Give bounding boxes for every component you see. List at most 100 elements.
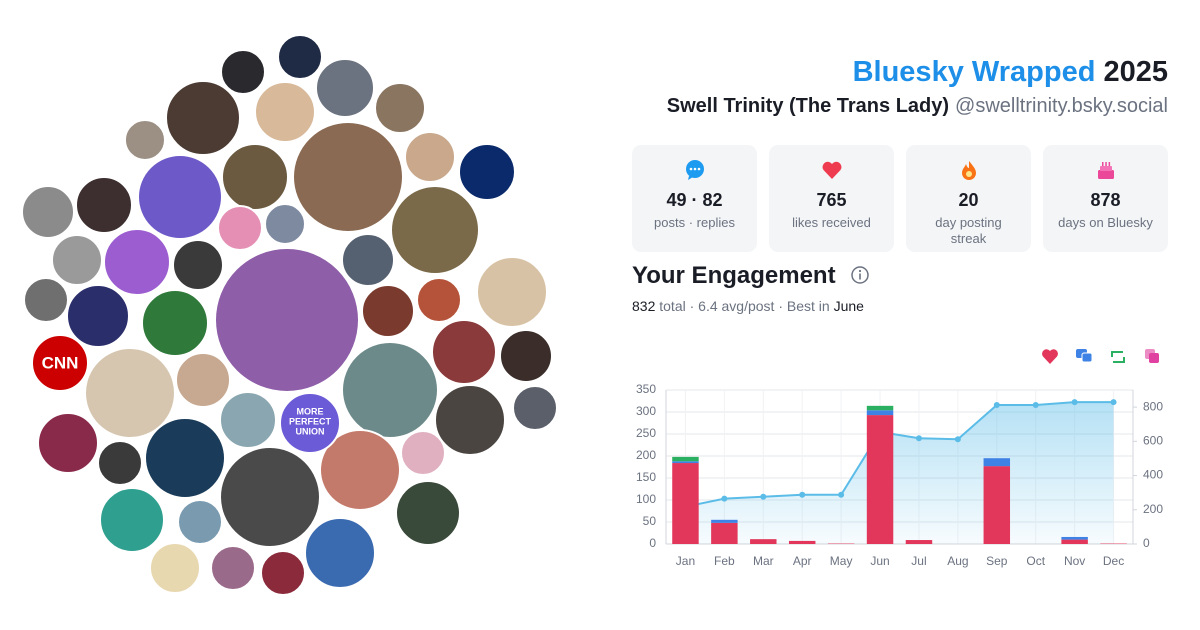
- title-text: Bluesky Wrapped: [852, 56, 1096, 88]
- icon: [685, 160, 704, 180]
- title: Bluesky Wrapped 2025: [853, 56, 1168, 89]
- avatar: [304, 517, 376, 589]
- avatar: [512, 385, 558, 431]
- avatar: [75, 176, 133, 234]
- avatar: [390, 185, 480, 275]
- stat-value: 878: [1090, 190, 1121, 210]
- avatar: [400, 430, 446, 476]
- x-tick-label: Jan: [676, 554, 695, 568]
- bar: [1061, 539, 1088, 544]
- y2-tick-label: 200: [1143, 502, 1163, 516]
- point: [721, 495, 728, 502]
- avatar: [220, 49, 266, 95]
- avatar: [97, 440, 143, 486]
- avatar: [219, 391, 277, 449]
- bar: [1061, 536, 1088, 540]
- x-tick-label: Apr: [793, 554, 812, 568]
- avatar: [395, 480, 461, 546]
- avatar: [221, 143, 289, 211]
- point: [760, 493, 767, 500]
- stat-label: likes received: [792, 215, 871, 230]
- stat-card: 765 likes received: [769, 145, 894, 252]
- bar: [672, 461, 699, 464]
- point: [993, 402, 1000, 409]
- avatar: [137, 154, 223, 240]
- avatar: [431, 319, 497, 385]
- point: [1071, 399, 1078, 406]
- year: 2025: [1103, 56, 1168, 88]
- avatar: [177, 499, 223, 545]
- avatar: [172, 239, 224, 291]
- avatar: [499, 329, 553, 383]
- avatar: [51, 234, 103, 286]
- x-tick-label: Aug: [947, 554, 968, 568]
- avatar: [149, 542, 201, 594]
- avatar: [458, 143, 516, 201]
- avatar: [434, 384, 506, 456]
- point: [799, 491, 806, 498]
- stat-value: 765: [816, 190, 847, 210]
- avatar: [341, 233, 395, 287]
- y-tick-label: 250: [636, 426, 656, 440]
- legend-icon: [1111, 351, 1125, 363]
- bar: [750, 539, 777, 544]
- point: [954, 436, 961, 443]
- x-tick-label: Jul: [911, 554, 926, 568]
- avatar: [37, 412, 99, 474]
- y-tick-label: 0: [649, 536, 656, 550]
- bar: [672, 456, 699, 462]
- handle[interactable]: @swelltrinity.bsky.social: [955, 95, 1168, 117]
- stat-card: 20 day posting streak: [906, 145, 1031, 252]
- summary: 832 total · 6.4 avg/post · Best in June: [632, 298, 864, 314]
- point: [1110, 399, 1117, 406]
- y-tick-label: 200: [636, 448, 656, 462]
- y2-tick-label: 800: [1143, 399, 1163, 413]
- bar: [866, 405, 894, 411]
- area-line: [685, 401, 1114, 508]
- avatar: [66, 284, 130, 348]
- avatar: [124, 119, 166, 161]
- avatar: [476, 256, 548, 328]
- engagement-chart: 0 50 100 150 200 250 300 350 0 200 400 600 800 Jan Feb…: [636, 349, 1163, 568]
- summary-text: total · 6.4 avg/post · Best in: [659, 298, 830, 314]
- x-tick-label: Oct: [1026, 554, 1045, 568]
- x-tick-label: Sep: [986, 554, 1008, 568]
- section-title: Your Engagement: [632, 262, 870, 290]
- avatar: [260, 550, 306, 596]
- y2-tick-label: 400: [1143, 468, 1163, 482]
- x-tick-label: Mar: [753, 554, 774, 568]
- avatar: [99, 487, 165, 553]
- info-icon[interactable]: [850, 265, 870, 285]
- y-tick-label: 300: [636, 404, 656, 418]
- x-tick-label: May: [830, 554, 853, 568]
- best-month: June: [833, 298, 864, 314]
- x-tick-label: Nov: [1064, 554, 1085, 568]
- avatar: [103, 228, 171, 296]
- avatar-label: UNION: [296, 426, 325, 436]
- y2-tick-label: 600: [1143, 434, 1163, 448]
- bar: [866, 410, 894, 416]
- icon: [822, 161, 841, 179]
- avatar-label: MORE: [297, 406, 324, 416]
- bar: [866, 415, 894, 544]
- stat-value: 20: [958, 190, 979, 210]
- avatar-label: CNN: [42, 353, 79, 372]
- x-tick-label: Feb: [714, 554, 735, 568]
- avatar: [23, 277, 69, 323]
- avatar-label: PERFECT: [289, 416, 332, 426]
- area-fill: [685, 402, 1114, 544]
- stat-label: posts · replies: [654, 215, 735, 230]
- y2-tick-label: 0: [1143, 536, 1150, 550]
- avatar: [84, 347, 176, 439]
- bar: [905, 540, 933, 544]
- icon: [1097, 162, 1114, 179]
- avatar: [175, 352, 231, 408]
- y-tick-label: 150: [636, 470, 656, 484]
- avatar: [219, 446, 321, 548]
- bar: [788, 540, 816, 544]
- bar: [983, 466, 1011, 544]
- avatar: [21, 185, 75, 239]
- stat-card: 878 days on Bluesky: [1043, 145, 1168, 252]
- avatar: [292, 121, 404, 233]
- avatar: [361, 284, 415, 338]
